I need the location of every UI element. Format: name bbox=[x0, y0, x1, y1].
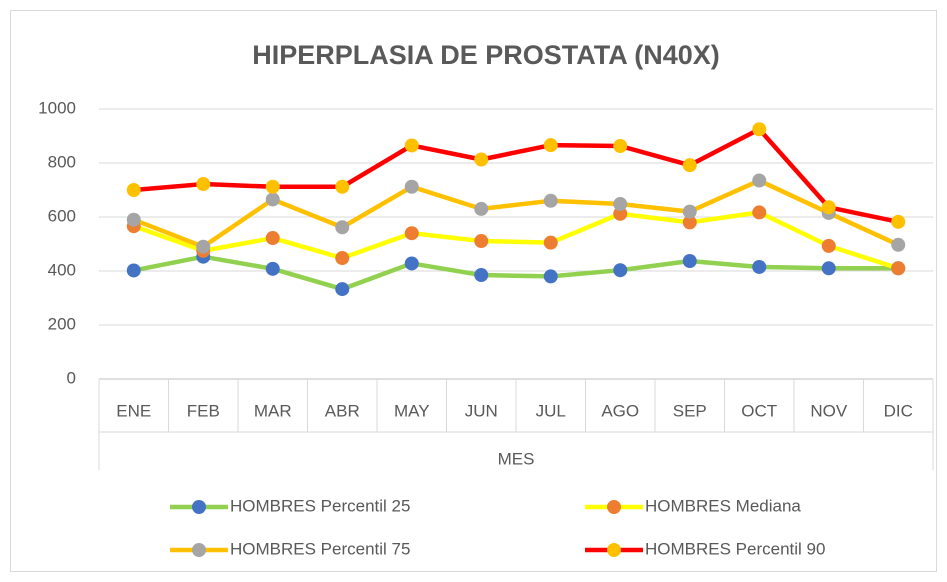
series-line bbox=[133, 210, 899, 271]
data-point bbox=[474, 152, 489, 167]
x-tick-label: JUN bbox=[465, 401, 498, 420]
x-tick-label: NOV bbox=[810, 401, 848, 420]
legend-label: HOMBRES Percentil 90 bbox=[645, 539, 825, 558]
y-tick-label: 400 bbox=[48, 260, 76, 279]
data-point bbox=[126, 212, 141, 227]
data-point bbox=[474, 234, 489, 249]
data-point bbox=[543, 235, 558, 250]
series-line bbox=[132, 178, 900, 249]
x-tick-label: ABR bbox=[325, 401, 360, 420]
x-axis-label: MES bbox=[498, 449, 535, 468]
data-point bbox=[613, 206, 628, 221]
data-point bbox=[196, 239, 211, 254]
series-line bbox=[133, 254, 899, 292]
x-tick-label: JUL bbox=[536, 401, 566, 420]
data-point bbox=[752, 259, 767, 274]
series-line bbox=[133, 127, 899, 225]
data-point bbox=[752, 205, 767, 220]
data-point bbox=[543, 269, 558, 284]
legend-label: HOMBRES Mediana bbox=[645, 496, 801, 515]
data-point bbox=[265, 179, 280, 194]
y-tick-label: 0 bbox=[67, 368, 76, 387]
x-tick-label: MAR bbox=[254, 401, 292, 420]
data-point bbox=[265, 231, 280, 246]
x-tick-label: DIC bbox=[884, 401, 913, 420]
data-point bbox=[682, 158, 697, 173]
data-point bbox=[404, 138, 419, 153]
data-point bbox=[682, 215, 697, 230]
y-tick-label: 600 bbox=[48, 206, 76, 225]
data-point bbox=[474, 268, 489, 283]
y-tick-label: 800 bbox=[48, 152, 76, 171]
data-point bbox=[821, 200, 836, 215]
data-point bbox=[821, 238, 836, 253]
data-point bbox=[335, 251, 350, 266]
data-point bbox=[335, 220, 350, 235]
y-tick-label: 200 bbox=[48, 314, 76, 333]
data-point bbox=[891, 214, 906, 229]
legend-marker bbox=[192, 543, 206, 557]
data-point bbox=[196, 177, 211, 192]
data-point bbox=[126, 183, 141, 197]
data-point bbox=[543, 193, 558, 208]
legend-marker bbox=[607, 543, 621, 557]
data-point bbox=[265, 192, 280, 207]
chart-title: HIPERPLASIA DE PROSTATA (N40X) bbox=[252, 40, 720, 70]
legend-marker bbox=[607, 500, 621, 514]
data-point bbox=[404, 226, 419, 241]
x-tick-label: SEP bbox=[673, 401, 707, 420]
chart-border bbox=[10, 10, 937, 572]
x-tick-label: ENE bbox=[116, 401, 151, 420]
legend-marker bbox=[192, 500, 206, 514]
data-point bbox=[613, 263, 628, 278]
data-point bbox=[752, 173, 767, 188]
data-point bbox=[335, 179, 350, 194]
data-point bbox=[474, 201, 489, 216]
data-point bbox=[613, 197, 628, 212]
data-point bbox=[265, 261, 280, 276]
data-point bbox=[613, 138, 628, 153]
legend-label: HOMBRES Percentil 75 bbox=[230, 539, 410, 558]
x-tick-label: OCT bbox=[741, 401, 777, 420]
data-point bbox=[891, 237, 906, 252]
data-point bbox=[682, 204, 697, 219]
data-point bbox=[891, 261, 906, 276]
data-point bbox=[126, 263, 141, 278]
data-point bbox=[682, 254, 697, 269]
x-tick-label: FEB bbox=[187, 401, 220, 420]
data-point bbox=[543, 138, 558, 153]
data-point bbox=[752, 122, 767, 137]
data-point bbox=[821, 261, 836, 276]
data-point bbox=[404, 179, 419, 194]
x-tick-label: AGO bbox=[601, 401, 639, 420]
x-tick-label: MAY bbox=[394, 401, 430, 420]
legend-label: HOMBRES Percentil 25 bbox=[230, 496, 410, 515]
data-point bbox=[404, 256, 419, 271]
data-point bbox=[335, 282, 350, 297]
y-tick-label: 1000 bbox=[38, 98, 76, 117]
